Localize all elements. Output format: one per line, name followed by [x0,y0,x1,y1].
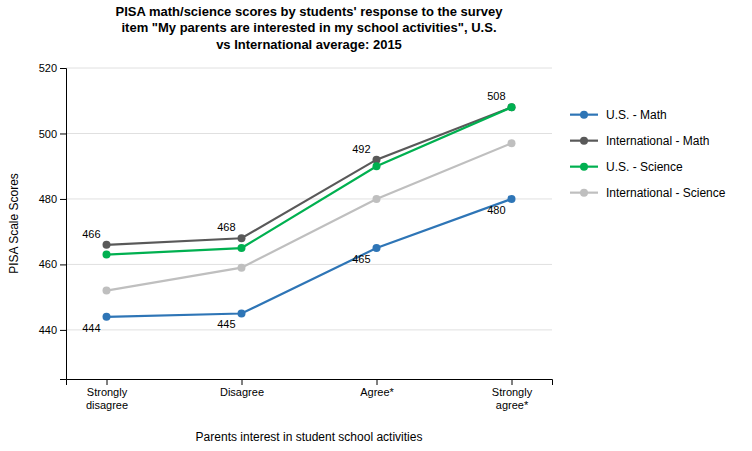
series-point [238,264,246,272]
series [103,195,516,321]
x-tick-mark [242,379,243,385]
y-tick-label: 440 [39,324,57,336]
x-axis: StronglydisagreeDisagreeAgree*Stronglyag… [67,379,553,411]
series-line [107,107,512,244]
legend-label: International - Science [606,186,726,200]
x-tick-label-line: Agree* [360,386,394,398]
y-tick: 440 [39,324,66,336]
x-tick-label-line: agree* [496,399,529,411]
y-tick: 520 [39,62,66,74]
legend-marker [580,163,588,171]
x-tick-label-line: Strongly [87,386,128,398]
title-line: item "My parents are interested in my sc… [121,20,496,35]
x-tick-mark [107,379,108,385]
x-tick-label-line: Strongly [492,386,533,398]
legend-label: International - Math [606,134,709,148]
x-tick-label: Stronglydisagree [86,386,128,411]
series-point [238,310,246,318]
data-label: 480 [487,204,505,216]
series-line [107,143,512,290]
legend-label: U.S. - Math [606,108,667,122]
grid [66,68,552,330]
series-point [103,241,111,249]
legend-item: International - Science [570,186,726,200]
data-label: 466 [82,228,100,240]
series-point [373,244,381,252]
x-tick-mark [377,379,378,385]
y-tick: 480 [39,193,66,205]
x-tick: Stronglydisagree [86,379,128,411]
y-tick: 460 [39,258,66,270]
y-axis-line [60,69,67,380]
plot: 440460480500520StronglydisagreeDisagreeA… [39,62,553,411]
x-tick-mark [512,379,513,385]
data-label: 444 [82,322,100,334]
y-tick-label: 520 [39,62,57,74]
grid-line [66,68,552,69]
data-label: 445 [217,318,235,330]
x-tick: Agree* [360,379,394,398]
series-point [373,195,381,203]
x-tick: Disagree [220,379,264,398]
x-axis-title: Parents interest in student school activ… [196,430,423,444]
legend-marker [580,111,588,119]
series-point [508,103,516,111]
legend-marker [580,137,588,145]
chart: 440460480500520StronglydisagreeDisagreeA… [0,0,752,451]
x-tick-label: Agree* [360,386,394,398]
legend-label: U.S. - Science [606,160,683,174]
series-point [103,251,111,259]
y-tick-label: 500 [39,127,57,139]
legend-item: U.S. - Math [570,108,667,122]
y-tick-mark [60,199,66,200]
data-label: 508 [487,90,505,102]
series-point [103,313,111,321]
series [103,103,516,248]
legend-item: U.S. - Science [570,160,683,174]
title-line: vs International average: 2015 [216,37,402,52]
x-axis-line [67,380,553,386]
series-point [373,162,381,170]
series-line [107,199,512,317]
grid-line [66,329,552,330]
y-tick: 500 [39,127,66,139]
series-point [238,244,246,252]
y-axis: 440 460 480 500 520 [39,62,67,379]
title-line: PISA math/science scores by students' re… [116,4,504,19]
y-tick-mark [60,68,66,69]
legend-marker [580,189,588,197]
x-tick-label-line: Disagree [220,386,264,398]
x-tick: Stronglyagree* [492,379,533,411]
x-tick-label: Stronglyagree* [492,386,533,411]
x-tick-label-line: disagree [86,399,128,411]
y-tick-label: 460 [39,258,57,270]
y-tick-mark [60,330,66,331]
y-tick-mark [60,133,66,134]
series-point [508,139,516,147]
grid-line [66,264,552,265]
marks [103,103,516,321]
series-point [508,195,516,203]
grid-line [66,133,552,134]
series-point [508,103,516,111]
series [103,139,516,294]
series-point [103,287,111,295]
y-tick-label: 480 [39,193,57,205]
series [103,103,516,258]
x-tick-label: Disagree [220,386,264,398]
y-tick-mark [60,264,66,265]
data-labels: 444 445 465 480 466 468 492 508 [82,90,505,333]
data-label: 468 [217,221,235,233]
legend: U.S. - Math International - Math U.S. - Sc… [570,108,726,200]
y-axis-title: PISA Scale Scores [7,173,21,274]
data-label: 465 [352,253,370,265]
data-label: 492 [352,143,370,155]
legend-item: International - Math [570,134,709,148]
series-point [238,234,246,242]
title: PISA math/science scores by students' re… [116,4,504,52]
